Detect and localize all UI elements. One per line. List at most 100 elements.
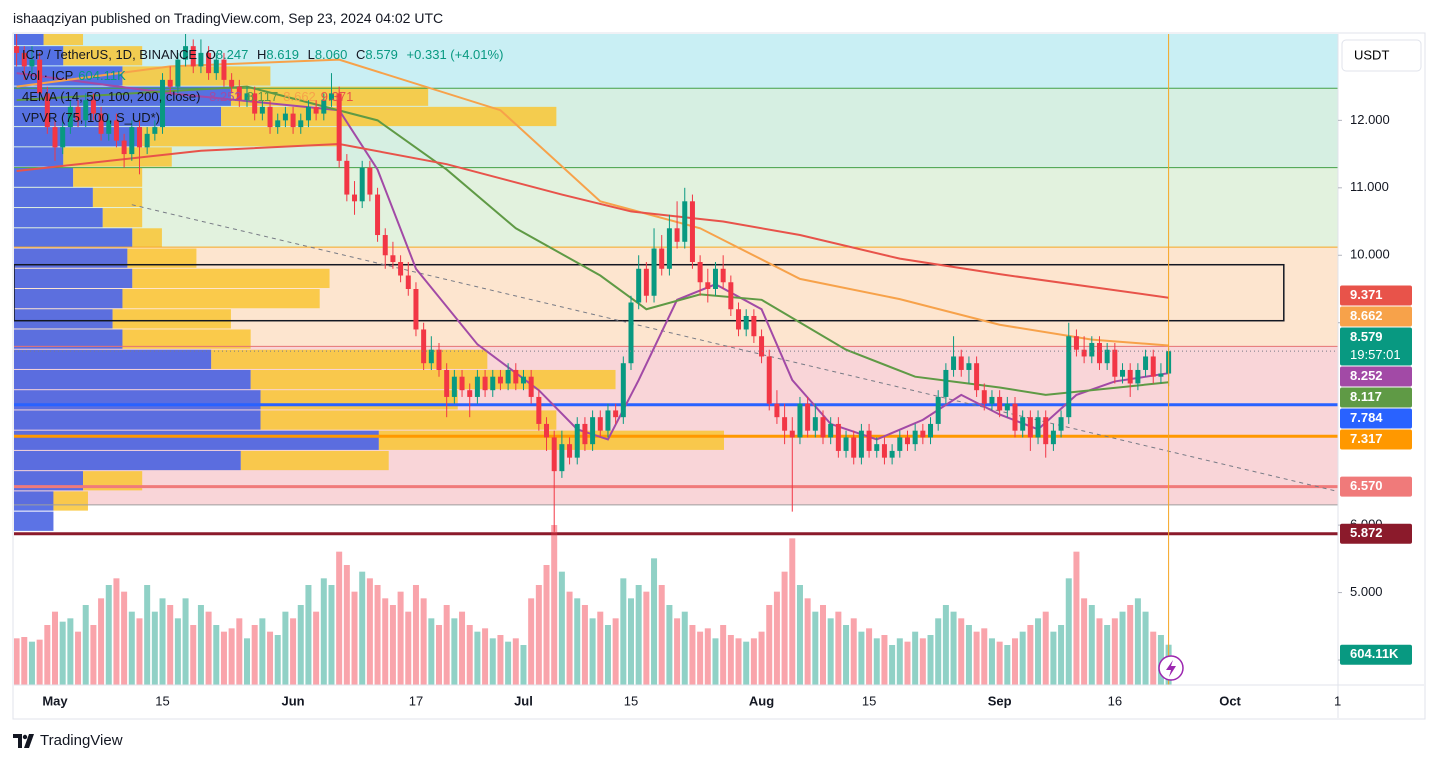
replay-bolt[interactable] bbox=[1166, 660, 1176, 677]
volume-bar bbox=[75, 631, 82, 685]
vpvr-down bbox=[132, 268, 330, 289]
legend-vpvr-row: VPVR (75, 100, S_UD*) bbox=[22, 107, 508, 128]
volume-bar bbox=[412, 585, 419, 685]
volume-bar bbox=[428, 618, 435, 685]
currency[interactable]: USDT bbox=[1354, 47, 1389, 62]
volume-bar bbox=[351, 591, 358, 685]
brand: TradingView bbox=[40, 732, 123, 749]
volume-bar bbox=[804, 598, 811, 685]
volume-bar bbox=[873, 638, 880, 685]
price-tag bbox=[1340, 285, 1412, 306]
candle-body bbox=[398, 262, 404, 276]
vpvr-down bbox=[132, 228, 162, 248]
price-tag-label: 8.252 bbox=[1350, 368, 1383, 383]
volume-bar bbox=[251, 625, 258, 685]
volume-bar bbox=[21, 637, 28, 685]
volume-bar bbox=[512, 638, 519, 685]
volume-bar bbox=[1119, 611, 1126, 685]
ema-value: 8.662 bbox=[283, 89, 316, 104]
volume-bar bbox=[796, 585, 803, 685]
volume-bar bbox=[965, 625, 972, 685]
candle-body bbox=[390, 255, 396, 263]
volume-bar bbox=[44, 625, 51, 685]
volume-bar bbox=[382, 598, 389, 685]
vpvr-up bbox=[14, 34, 44, 46]
candle-body bbox=[413, 289, 419, 330]
axes: 4.0005.0006.0009.00010.00011.00012.000Ma… bbox=[42, 112, 1412, 708]
candle-body bbox=[344, 160, 350, 195]
ohlc-name: H bbox=[257, 47, 267, 62]
volume-bar bbox=[858, 631, 865, 685]
volume-bar bbox=[743, 641, 750, 685]
candle-body bbox=[160, 79, 166, 128]
volume-bar bbox=[1065, 578, 1072, 685]
volume-bar bbox=[1150, 631, 1157, 685]
price-tag bbox=[1340, 366, 1412, 387]
volume-bar bbox=[927, 635, 934, 685]
price-tag bbox=[1340, 523, 1412, 544]
volume-bar bbox=[843, 625, 850, 685]
candle-body bbox=[897, 437, 903, 451]
volume-bar bbox=[666, 605, 673, 685]
candle-body bbox=[229, 79, 235, 87]
candle-body bbox=[505, 369, 511, 384]
candle-body bbox=[851, 437, 857, 458]
price-tag bbox=[1340, 476, 1412, 497]
candle-body bbox=[789, 430, 795, 438]
volume-bar bbox=[643, 591, 650, 685]
candle-body bbox=[336, 93, 342, 161]
range-box bbox=[14, 263, 1285, 322]
legend-volume-row: Vol · ICP 604.11K bbox=[22, 65, 508, 86]
candle-body bbox=[144, 133, 150, 148]
volume-bar bbox=[443, 605, 450, 685]
volume-bar bbox=[151, 611, 158, 685]
volume-bar bbox=[551, 525, 558, 685]
candle-body bbox=[912, 430, 918, 445]
volume-bar bbox=[343, 565, 350, 685]
ema-line bbox=[16, 85, 1169, 396]
candle-body bbox=[720, 268, 726, 283]
volume-bar bbox=[750, 638, 757, 685]
candle-body bbox=[1143, 356, 1149, 370]
candle-body bbox=[136, 127, 142, 148]
vpvr-down bbox=[378, 430, 724, 450]
candle-body bbox=[67, 106, 73, 128]
legend-symbol-row: ICP / TetherUS, 1D, BINANCE O8.247 H8.61… bbox=[22, 44, 508, 65]
volume-bar bbox=[1042, 611, 1049, 685]
ohlc-name: C bbox=[355, 47, 366, 62]
volume-bar bbox=[59, 621, 66, 685]
volume-bar bbox=[28, 641, 35, 685]
candle-body bbox=[620, 363, 626, 418]
candle-body bbox=[1004, 403, 1010, 411]
volume-bar bbox=[1004, 645, 1011, 685]
candle-body bbox=[904, 437, 910, 445]
volume-bar bbox=[558, 571, 565, 685]
candle-body bbox=[866, 430, 872, 451]
volume-bar bbox=[1058, 625, 1065, 685]
x-tick-label: 1 bbox=[1334, 693, 1341, 708]
candle-body bbox=[459, 376, 465, 391]
volume-bar bbox=[535, 585, 542, 685]
currency-button[interactable]: USDT bbox=[1341, 39, 1422, 72]
candle-body bbox=[52, 127, 58, 148]
candle-body bbox=[551, 437, 557, 472]
candle-body bbox=[375, 194, 381, 236]
candle-body bbox=[183, 46, 189, 60]
volume-bar bbox=[1134, 598, 1141, 685]
candle-body bbox=[1012, 403, 1018, 431]
candle-body bbox=[29, 59, 35, 67]
replay-icon[interactable] bbox=[1158, 655, 1184, 681]
volume-bar bbox=[896, 638, 903, 685]
volume-bar bbox=[1073, 551, 1080, 685]
vpvr-down bbox=[73, 167, 143, 187]
volume-bar bbox=[1127, 605, 1134, 685]
volume-bar bbox=[190, 625, 197, 685]
currency-box[interactable] bbox=[1341, 39, 1422, 72]
candle-body bbox=[328, 93, 334, 101]
candle-body bbox=[520, 376, 526, 384]
candle-body bbox=[474, 376, 480, 397]
volume-bar bbox=[489, 638, 496, 685]
candle-body bbox=[782, 417, 788, 431]
candle-body bbox=[636, 268, 642, 303]
